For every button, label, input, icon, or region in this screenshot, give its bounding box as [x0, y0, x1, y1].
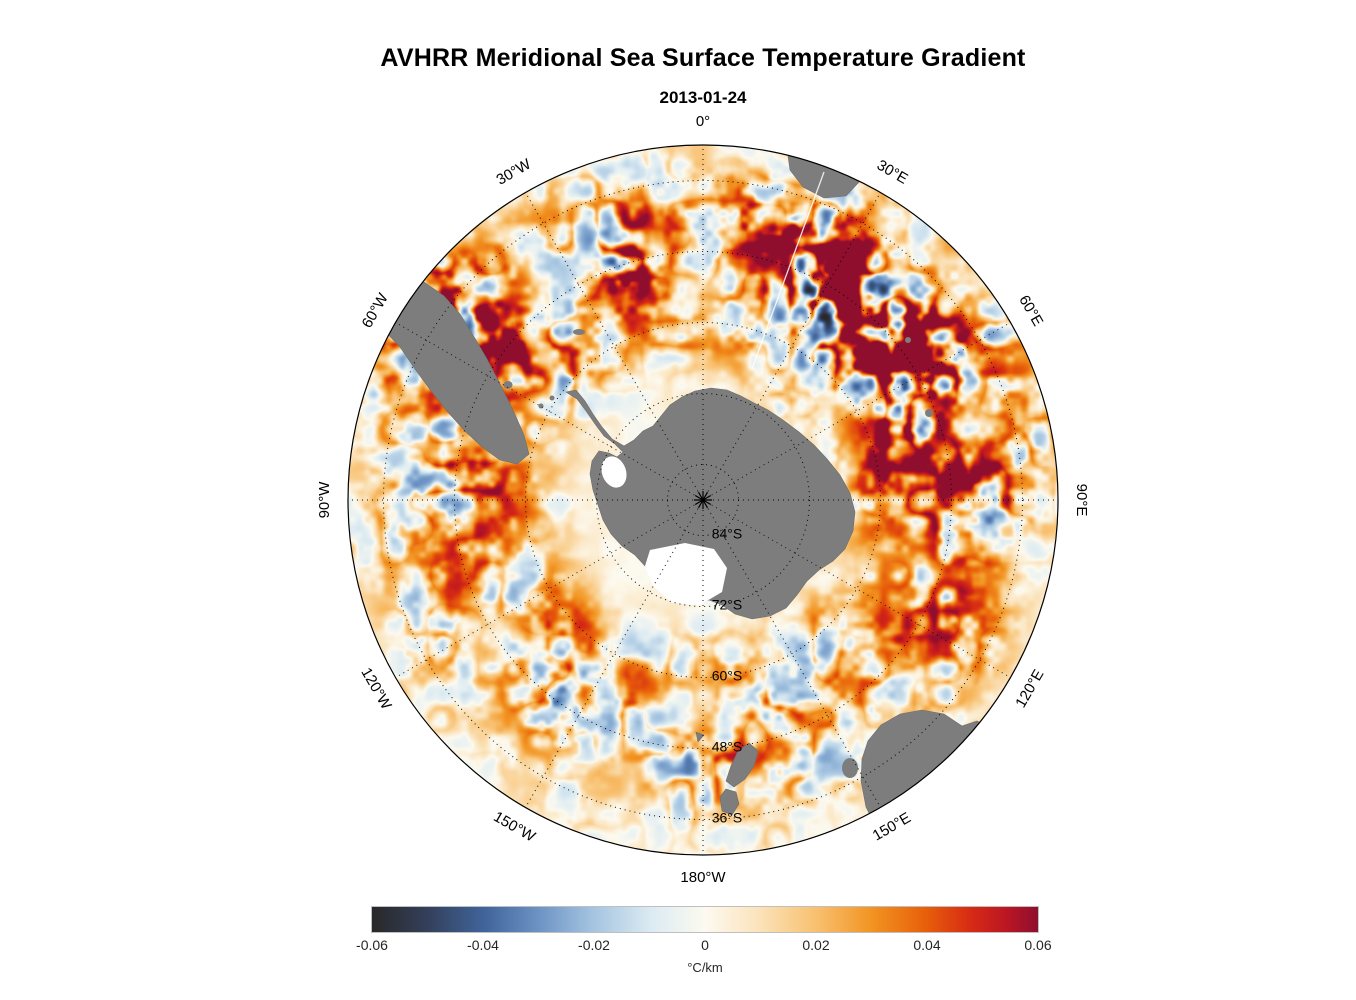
latitude-label: 72°S: [712, 597, 743, 613]
data-seam-line: [751, 171, 825, 370]
latitude-ring: [454, 251, 952, 749]
colorbar-tick-label: -0.04: [467, 937, 499, 953]
pole-marker: [694, 491, 712, 509]
kerguelen-island: [925, 409, 933, 417]
south-georgia-island: [573, 329, 585, 335]
tasmania-landmass: [842, 758, 858, 778]
longitude-label: 30°W: [494, 155, 535, 189]
latitude-label: 84°S: [712, 526, 743, 542]
longitude-label: 60°E: [1015, 292, 1046, 329]
graticule: [348, 145, 1058, 855]
new-zealand-south-island: [725, 742, 759, 788]
map-boundary: [347, 144, 1059, 856]
colorbar-tick-label: 0.06: [1024, 937, 1052, 953]
longitude-label: 90°W: [316, 481, 333, 519]
antarctica-landmass: [565, 387, 856, 620]
crozet-island: [905, 337, 911, 343]
colorbar-tick-label: 0.04: [913, 937, 941, 953]
colorbar-tick-label: 0.02: [802, 937, 830, 953]
colorbar-tick-label: 0: [701, 937, 709, 953]
africa-landmass: [786, 145, 860, 199]
south-shetland-island: [549, 395, 555, 401]
latitude-label: 48°S: [712, 739, 743, 755]
colorbar-tick-label: -0.02: [578, 937, 610, 953]
latitude-ring: [525, 322, 881, 678]
colorbar-gradient: [372, 907, 1038, 932]
ronne-ice-shelf: [601, 456, 627, 488]
longitude-label: 150°E: [870, 809, 914, 844]
south-shetland-island: [538, 403, 544, 409]
south-america-landmass: [359, 278, 530, 465]
land-layer: [359, 145, 1013, 855]
latitude-ring: [596, 393, 810, 607]
longitude-label: 120°E: [1012, 667, 1047, 711]
figure-date: 2013-01-24: [659, 88, 747, 107]
longitude-label: 30°E: [874, 157, 911, 188]
colorbar-unit-label: °C/km: [687, 960, 723, 975]
ross-ice-shelf: [645, 543, 727, 605]
latitude-ring: [383, 180, 1023, 820]
island: [695, 731, 705, 743]
longitude-label: 0°: [696, 113, 710, 130]
new-zealand-north-island: [719, 788, 740, 816]
longitude-label: 120°W: [357, 665, 395, 713]
longitude-label: 90°E: [1073, 484, 1090, 517]
figure-title: AVHRR Meridional Sea Surface Temperature…: [380, 44, 1026, 72]
longitude-label: 180°W: [680, 869, 726, 886]
latitude-label: 36°S: [712, 810, 743, 826]
falkland-islands: [503, 381, 513, 389]
latitude-label: 60°S: [712, 668, 743, 684]
longitude-label: 150°W: [490, 808, 538, 846]
longitude-label: 60°W: [359, 290, 393, 331]
colorbar-tick-label: -0.06: [356, 937, 388, 953]
